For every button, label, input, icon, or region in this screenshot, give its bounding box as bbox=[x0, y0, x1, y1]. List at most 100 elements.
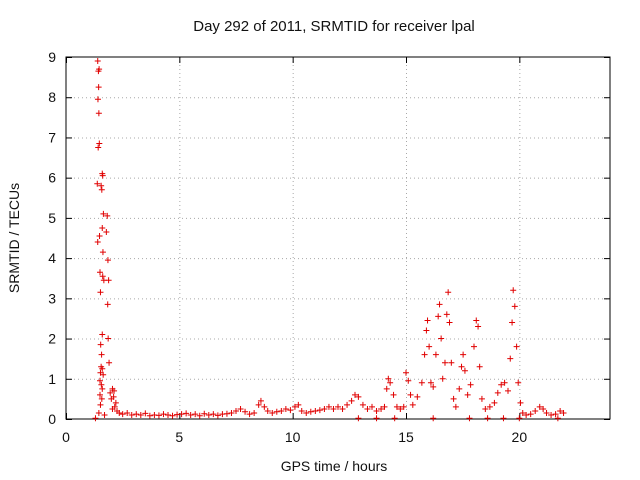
data-point-marker bbox=[482, 405, 489, 412]
data-point-marker bbox=[128, 411, 135, 418]
data-point-marker bbox=[210, 411, 217, 418]
x-tick-label: 0 bbox=[62, 429, 70, 445]
data-point-marker bbox=[97, 401, 104, 408]
data-point-marker bbox=[99, 224, 106, 231]
data-point-marker bbox=[484, 415, 491, 422]
data-point-marker bbox=[178, 411, 185, 418]
data-point-marker bbox=[119, 411, 126, 418]
data-point-marker bbox=[98, 182, 105, 189]
data-point-marker bbox=[426, 343, 433, 350]
data-point-marker bbox=[98, 186, 105, 193]
data-point-marker bbox=[391, 415, 398, 422]
data-point-marker bbox=[94, 58, 101, 65]
data-point-marker bbox=[96, 66, 103, 73]
data-point-marker bbox=[137, 411, 144, 418]
data-point-marker bbox=[527, 411, 534, 418]
data-point-marker bbox=[295, 401, 302, 408]
data-point-marker bbox=[155, 412, 162, 419]
data-point-marker bbox=[430, 415, 437, 422]
y-axis-label: SRMTID / TECUs bbox=[6, 183, 22, 293]
data-point-marker bbox=[94, 239, 101, 246]
data-point-marker bbox=[339, 405, 346, 412]
data-point-marker bbox=[124, 409, 131, 416]
data-point-marker bbox=[560, 409, 567, 416]
data-point-marker bbox=[494, 389, 501, 396]
x-tick-label: 15 bbox=[398, 429, 414, 445]
data-point-marker bbox=[439, 375, 446, 382]
data-point-marker bbox=[450, 395, 457, 402]
data-point-marker bbox=[269, 409, 276, 416]
data-point-marker bbox=[359, 401, 366, 408]
data-point-marker bbox=[116, 409, 123, 416]
data-point-marker bbox=[183, 410, 190, 417]
data-point-marker bbox=[517, 399, 524, 406]
data-point-marker bbox=[214, 412, 221, 419]
data-point-marker bbox=[430, 383, 437, 390]
data-point-marker bbox=[95, 110, 102, 117]
y-tick-label: 1 bbox=[48, 371, 56, 387]
data-point-marker bbox=[397, 405, 404, 412]
data-point-marker bbox=[291, 403, 298, 410]
data-point-marker bbox=[471, 343, 477, 350]
data-point-marker bbox=[390, 391, 397, 398]
data-point-marker bbox=[364, 405, 371, 412]
y-axis-tick-labels: 0 1 2 3 4 5 6 7 8 9 bbox=[48, 49, 56, 427]
y-tick-label: 3 bbox=[48, 290, 56, 306]
plot-frame bbox=[65, 56, 611, 420]
data-point-marker bbox=[540, 405, 547, 412]
data-point-marker bbox=[421, 351, 428, 358]
data-point-marker bbox=[112, 399, 119, 406]
data-point-marker bbox=[192, 411, 199, 418]
data-point-marker bbox=[373, 415, 380, 422]
data-point-marker bbox=[344, 401, 351, 408]
data-point-marker bbox=[237, 405, 244, 412]
data-point-marker bbox=[111, 387, 118, 394]
data-point-marker bbox=[278, 407, 285, 414]
data-point-marker bbox=[383, 385, 390, 392]
data-point-marker bbox=[475, 323, 482, 330]
data-point-marker bbox=[478, 395, 485, 402]
axis-ticks bbox=[66, 57, 610, 420]
y-tick-label: 4 bbox=[48, 250, 56, 266]
data-point-marker bbox=[378, 405, 385, 412]
data-point-marker bbox=[104, 301, 111, 308]
data-point-marker bbox=[196, 412, 203, 419]
data-point-marker bbox=[445, 289, 452, 296]
data-point-marker bbox=[99, 172, 106, 179]
data-point-marker bbox=[427, 379, 434, 386]
data-point-marker bbox=[543, 409, 550, 416]
data-point-marker bbox=[146, 412, 153, 419]
data-point-marker bbox=[511, 303, 518, 310]
data-point-marker bbox=[393, 403, 400, 410]
chart-title: Day 292 of 2011, SRMTID for receiver lpa… bbox=[193, 18, 475, 35]
data-point-marker bbox=[282, 405, 289, 412]
data-point-marker bbox=[557, 407, 564, 414]
y-tick-label: 5 bbox=[48, 210, 56, 226]
x-tick-label: 10 bbox=[285, 429, 301, 445]
data-point-marker bbox=[201, 410, 208, 417]
data-point-marker bbox=[104, 212, 111, 219]
data-point-marker bbox=[312, 407, 319, 414]
data-point-marker bbox=[104, 257, 111, 264]
data-point-marker bbox=[500, 415, 507, 422]
data-point-marker bbox=[187, 411, 194, 418]
data-point-marker bbox=[486, 403, 493, 410]
data-point-marker bbox=[105, 335, 112, 342]
data-point-marker bbox=[510, 287, 517, 294]
data-point-marker bbox=[307, 408, 314, 415]
x-axis-label: GPS time / hours bbox=[281, 458, 388, 474]
data-point-marker bbox=[246, 411, 253, 418]
data-point-marker bbox=[100, 371, 107, 378]
data-point-marker bbox=[99, 385, 106, 392]
data-point-marker bbox=[257, 397, 264, 404]
y-tick-label: 7 bbox=[48, 129, 56, 145]
data-point-marker bbox=[452, 403, 459, 410]
data-point-marker bbox=[103, 228, 110, 235]
data-point-marker bbox=[348, 397, 355, 404]
data-point-marker bbox=[414, 393, 421, 400]
data-point-marker bbox=[205, 411, 212, 418]
data-point-marker bbox=[228, 409, 235, 416]
data-point-marker bbox=[98, 351, 105, 358]
data-point-marker bbox=[96, 232, 103, 239]
data-point-marker bbox=[536, 403, 543, 410]
